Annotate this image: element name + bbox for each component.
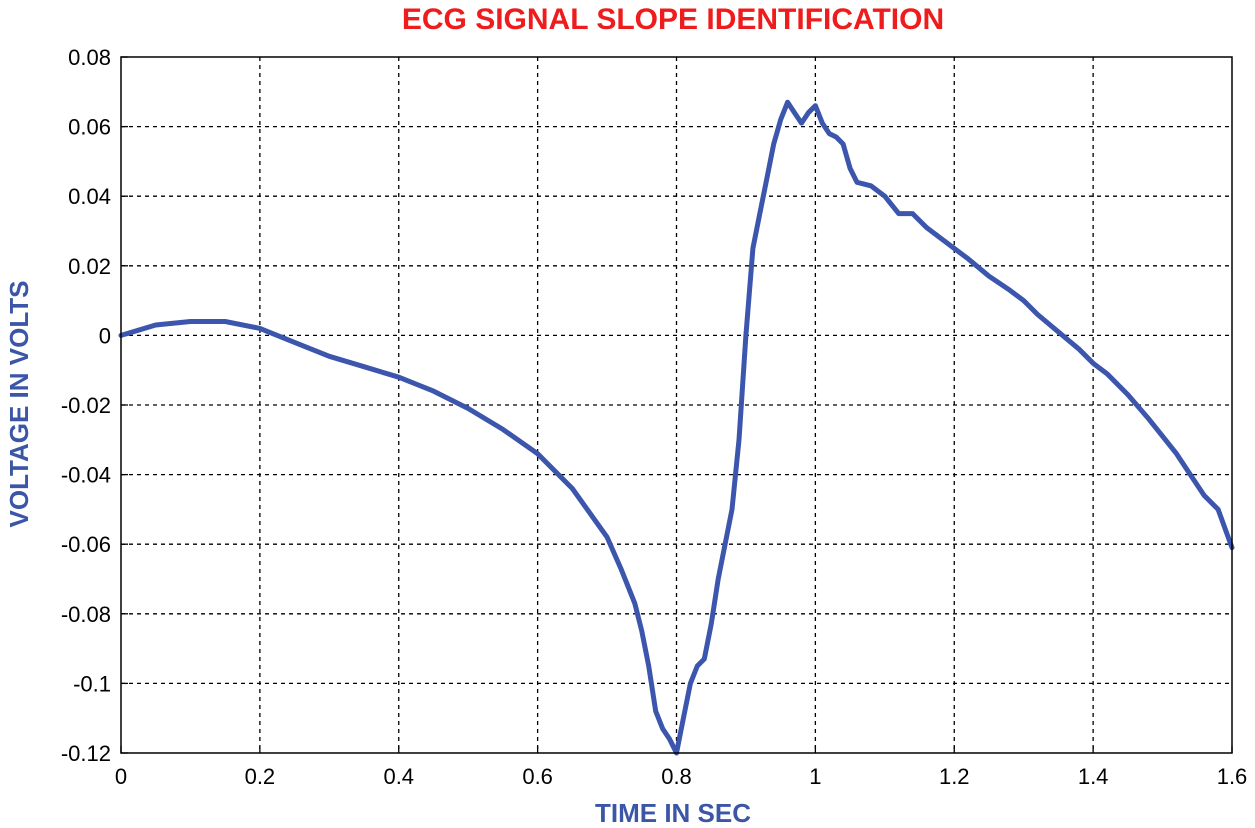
y-tick-label: 0.02 bbox=[68, 254, 111, 279]
y-tick-label: 0.06 bbox=[68, 115, 111, 140]
x-tick-label: 0.8 bbox=[661, 764, 692, 789]
x-axis-label: TIME IN SEC bbox=[595, 798, 751, 828]
x-tick-label: 0 bbox=[115, 764, 127, 789]
y-tick-label: 0.04 bbox=[68, 184, 111, 209]
y-tick-label: -0.04 bbox=[61, 463, 111, 488]
y-tick-label: -0.08 bbox=[61, 602, 111, 627]
y-tick-label: -0.1 bbox=[73, 671, 111, 696]
y-tick-label: -0.06 bbox=[61, 532, 111, 557]
y-tick-label: 0 bbox=[99, 323, 111, 348]
x-tick-label: 1.6 bbox=[1217, 764, 1248, 789]
y-tick-label: -0.02 bbox=[61, 393, 111, 418]
grid bbox=[120, 56, 1233, 754]
x-tick-label: 1 bbox=[809, 764, 821, 789]
plot-frame bbox=[120, 56, 1233, 754]
x-tick-label: 1.4 bbox=[1078, 764, 1109, 789]
chart-title: ECG SIGNAL SLOPE IDENTIFICATION bbox=[402, 3, 944, 36]
x-tick-label: 1.2 bbox=[939, 764, 970, 789]
y-tick-label: -0.12 bbox=[61, 741, 111, 766]
series-layer bbox=[118, 99, 1235, 756]
x-tick-label: 0.6 bbox=[522, 764, 553, 789]
y-tick-label: 0.08 bbox=[68, 45, 111, 70]
tick-labels: 0 0.2 0.4 0.6 0.8 1 1.2 1.4 1.6 0.08 0.06 0.04 0.02 0… bbox=[61, 45, 1247, 789]
y-axis-label: VOLTAGE IN VOLTS bbox=[4, 281, 34, 528]
x-tick-label: 0.2 bbox=[245, 764, 276, 789]
ecg-series-line bbox=[118, 99, 1235, 756]
x-tick-label: 0.4 bbox=[383, 764, 414, 789]
